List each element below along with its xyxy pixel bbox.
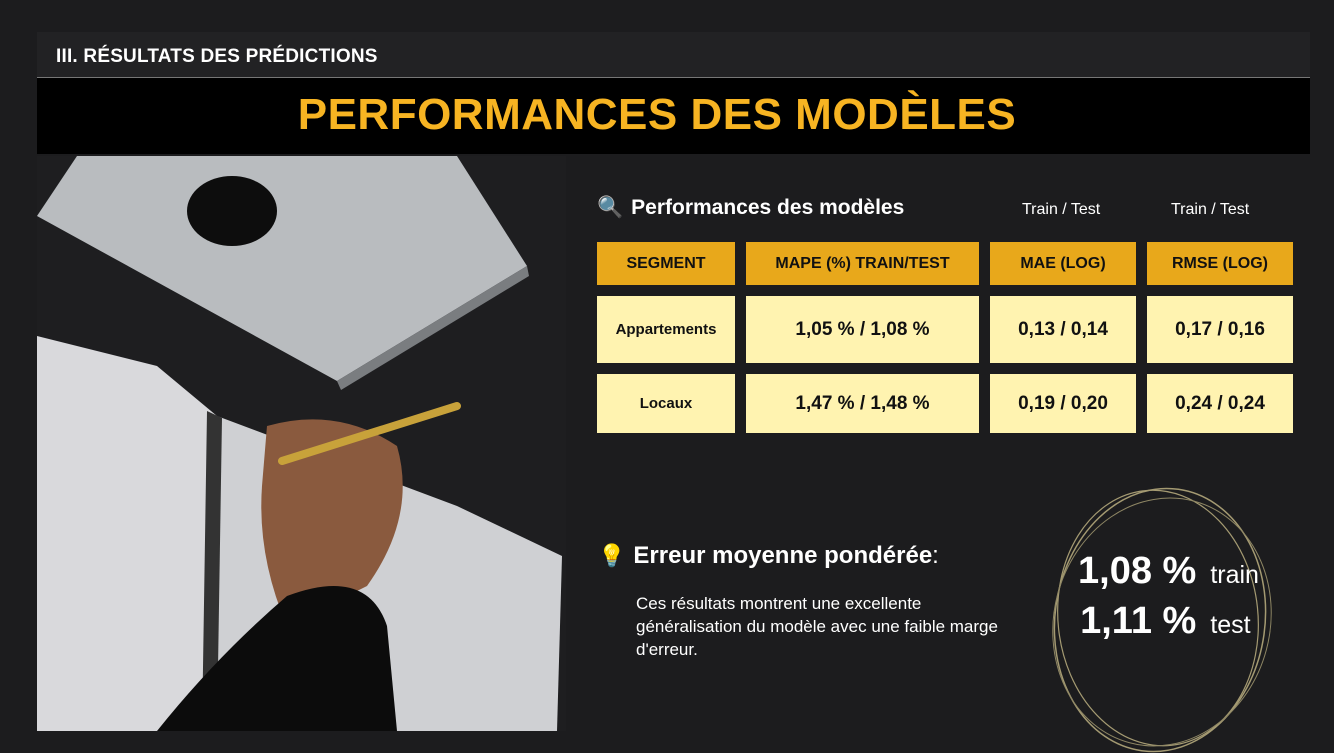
header-mae: MAE (LOG) [990, 242, 1136, 285]
summary-title: 💡 Erreur moyenne pondérée: [598, 542, 939, 569]
test-label: test [1210, 611, 1251, 639]
weighted-error-stats: 1,08 % train 1,11 % test [1078, 548, 1259, 648]
header-segment: SEGMENT [597, 242, 735, 285]
header-mape: MAPE (%) TRAIN/TEST [746, 242, 979, 285]
magnifier-icon: 🔍 [597, 196, 624, 219]
lightbulb-icon: 💡 [598, 543, 626, 568]
title-band: PERFORMANCES DES MODÈLES [37, 78, 1310, 154]
cell-mape: 1,47 % / 1,48 % [746, 374, 979, 433]
photo-writing-notebook [37, 156, 566, 731]
table-title: 🔍 Performances des modèles [597, 196, 905, 219]
page-title: PERFORMANCES DES MODÈLES [297, 90, 1017, 139]
cell-rmse: 0,17 / 0,16 [1147, 296, 1293, 363]
test-value: 1,11 % [1080, 600, 1197, 642]
cell-mae: 0,13 / 0,14 [990, 296, 1136, 363]
train-value: 1,08 % [1078, 550, 1197, 592]
cell-mape: 1,05 % / 1,08 % [746, 296, 979, 363]
cell-rmse: 0,24 / 0,24 [1147, 374, 1293, 433]
cell-segment: Locaux [597, 374, 735, 433]
column-note-rmse: Train / Test [1171, 201, 1250, 218]
column-note-mae: Train / Test [1022, 201, 1101, 218]
cell-segment: Appartements [597, 296, 735, 363]
section-label: III. RÉSULTATS DES PRÉDICTIONS [56, 46, 378, 67]
train-label: train [1210, 561, 1259, 589]
summary-text: Ces résultats montrent une excellente gé… [636, 594, 998, 659]
cell-mae: 0,19 / 0,20 [990, 374, 1136, 433]
header-rmse: RMSE (LOG) [1147, 242, 1293, 285]
section-header: III. RÉSULTATS DES PRÉDICTIONS [37, 32, 1310, 78]
scribble-circle-decoration [1052, 487, 1272, 753]
